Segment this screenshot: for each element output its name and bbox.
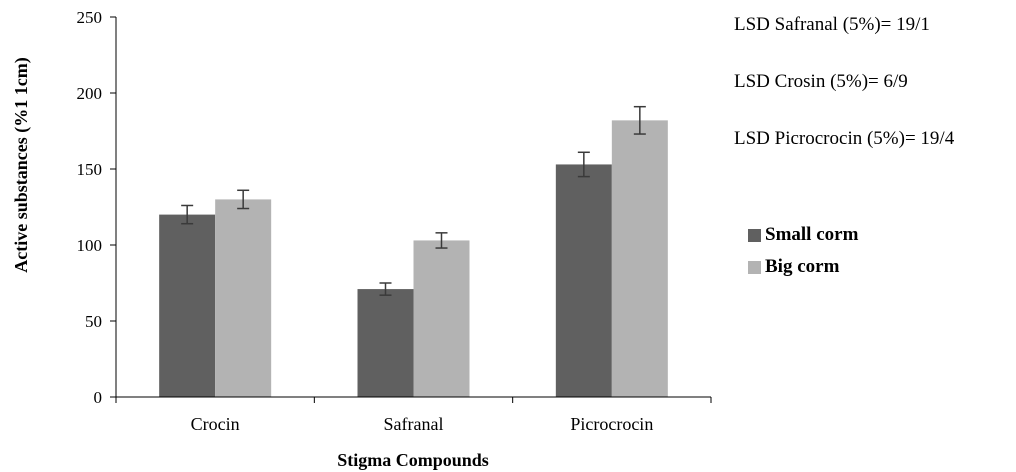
- legend-swatch-small-corm: [748, 228, 761, 242]
- category-label: Picrocrocin: [570, 414, 653, 434]
- bar: [555, 164, 612, 397]
- bar: [413, 240, 470, 397]
- legend-swatch-big-corm: [748, 260, 761, 274]
- category-label: Safranal: [384, 414, 444, 434]
- y-tick-label: 150: [77, 160, 103, 179]
- bar: [611, 120, 668, 398]
- bar: [159, 214, 216, 397]
- legend-item-big-corm: Big corm: [748, 256, 858, 278]
- legend-label-small-corm: Small corm: [765, 224, 859, 245]
- y-ticks-layer: 0 50 100 150 200 250: [77, 8, 116, 407]
- lsd-picrocrocin-annotation: LSD Picrocrocin (5%)= 19/4: [734, 128, 955, 149]
- y-axis-title: Active substances (%1 1cm): [11, 57, 32, 272]
- x-axis-title: Stigma Compounds: [337, 450, 489, 470]
- y-tick-label: 0: [94, 388, 103, 407]
- error-bars-layer: [181, 105, 646, 296]
- x-ticks-layer: Crocin Safranal Picrocrocin: [115, 397, 712, 434]
- bar: [215, 199, 272, 397]
- legend-item-small-corm: Small corm: [748, 224, 858, 246]
- y-tick-label: 250: [77, 8, 103, 27]
- bars-layer: [159, 120, 668, 398]
- category-label: Crocin: [191, 414, 240, 434]
- y-tick-label: 200: [77, 84, 103, 103]
- lsd-annotations: LSD Safranal (5%)= 19/1 LSD Crosin (5%)=…: [734, 14, 954, 185]
- y-tick-label: 50: [85, 312, 102, 331]
- legend-label-big-corm: Big corm: [765, 256, 840, 277]
- lsd-crosin-annotation: LSD Crosin (5%)= 6/9: [734, 71, 908, 92]
- y-tick-label: 100: [77, 236, 103, 255]
- lsd-safranal-annotation: LSD Safranal (5%)= 19/1: [734, 14, 930, 35]
- legend: Small corm Big corm: [748, 224, 858, 288]
- bar: [357, 289, 414, 397]
